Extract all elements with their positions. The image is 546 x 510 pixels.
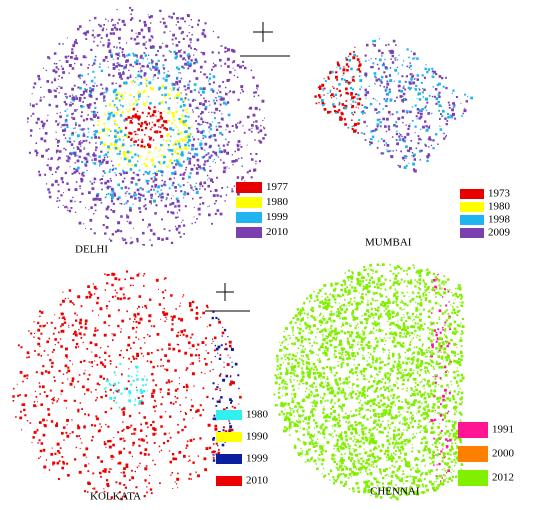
compass [240,22,290,57]
urban-patch [273,263,465,501]
urban-patch [64,42,231,210]
city-map [12,270,242,501]
urban-patch [211,310,240,462]
city-map [273,263,465,501]
legend-label: 2010 [266,226,289,238]
compass [205,283,250,312]
legend-label: 1991 [492,424,514,436]
legend-swatch [216,432,242,442]
urban-patch [314,46,362,134]
city-name: KOLKATA [90,491,141,503]
legend-label: 1999 [266,211,289,223]
urban-patch [27,6,267,247]
legend-swatch [236,182,262,193]
legend-label: 2012 [492,472,514,484]
legend-swatch [458,422,488,438]
legend-label: 1980 [266,196,289,208]
legend-swatch [216,476,242,486]
legend-swatch [236,227,262,238]
legend-swatch [216,454,242,464]
legend-swatch [460,228,484,238]
legend-label: 2009 [488,227,511,239]
city-name: DELHI [75,244,108,256]
city-name: CHENNAI [370,486,420,498]
legend-label: 1980 [488,201,511,213]
legend-label: 2010 [246,475,269,487]
legend-swatch [460,189,484,199]
city-name: MUMBAI [365,237,412,249]
legend-swatch [460,215,484,225]
legend-swatch [458,470,488,486]
legend-swatch [216,410,242,420]
legend-swatch [236,212,262,223]
legend-label: 2000 [492,448,515,460]
legend-swatch [236,197,262,208]
legend-label: 1980 [246,409,269,421]
urban-patch [103,363,148,409]
city-map [314,38,473,173]
urban-patch [97,78,193,173]
legend-label: 1998 [488,214,511,226]
city-map [27,6,267,247]
legend-swatch [460,202,484,212]
legend-label: 1990 [246,431,269,443]
urban-patch [12,270,242,501]
legend-label: 1999 [246,453,269,465]
urban-patch [123,106,169,149]
legend-swatch [458,446,488,462]
legend-label: 1973 [488,188,511,200]
legend-label: 1977 [266,181,289,193]
